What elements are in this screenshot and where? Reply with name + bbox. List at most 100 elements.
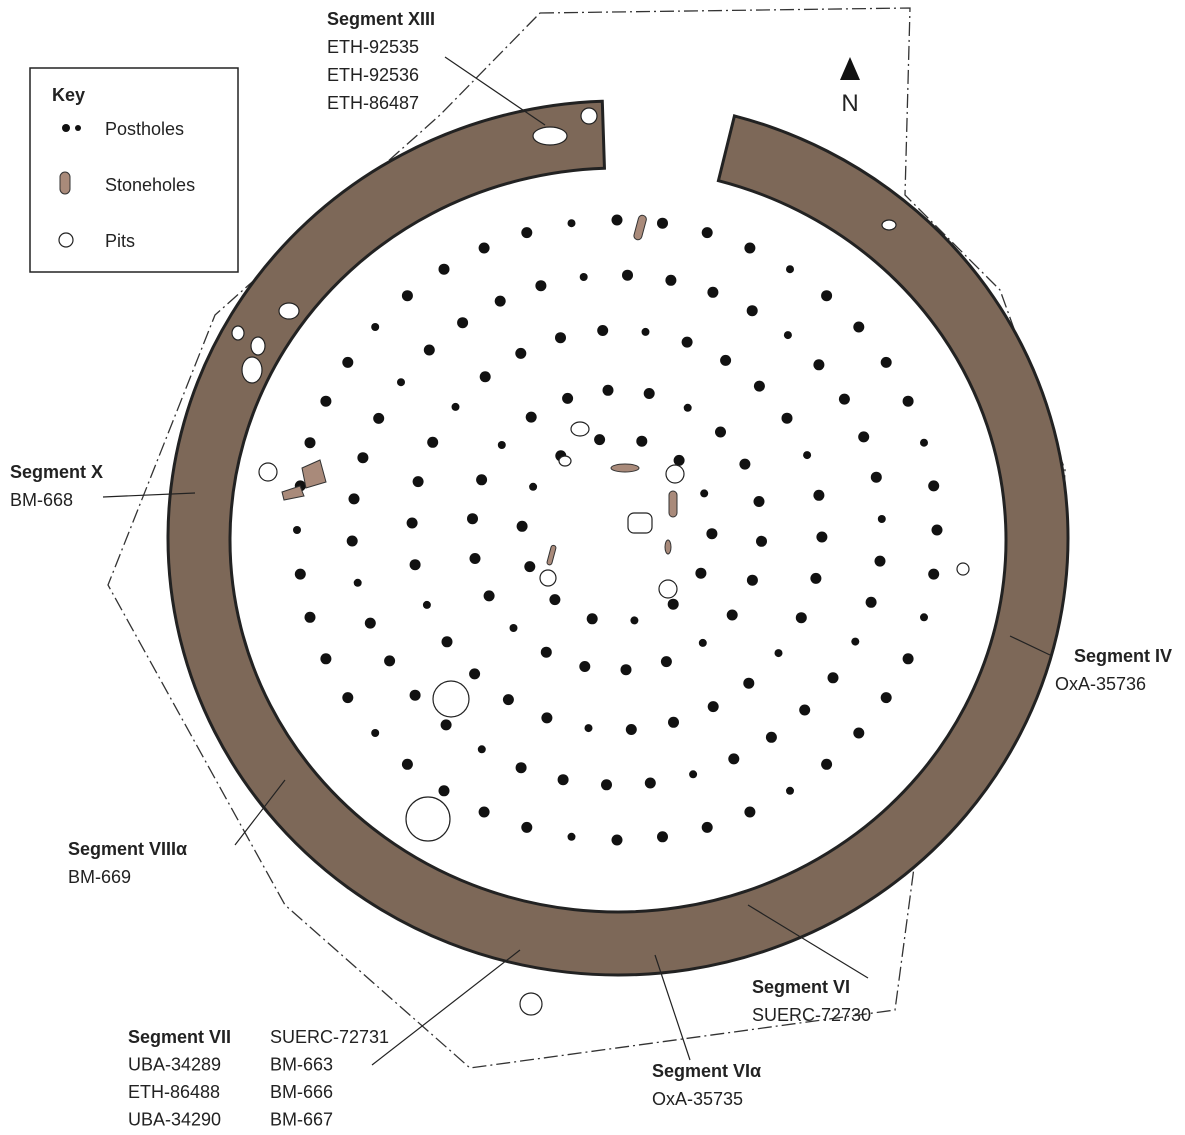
posthole <box>746 305 758 317</box>
segment-labels: Segment XIII ETH-92535 ETH-92536 ETH-86487 S… <box>10 9 1172 1130</box>
posthole <box>660 656 672 668</box>
posthole <box>720 354 732 366</box>
posthole <box>715 426 726 438</box>
posthole <box>681 336 693 348</box>
posthole <box>541 712 553 724</box>
posthole <box>409 689 421 701</box>
posthole <box>630 616 639 625</box>
posthole <box>813 489 825 501</box>
posthole <box>348 493 360 505</box>
segment-name: Segment X <box>10 462 103 482</box>
sample-code: ETH-92536 <box>327 65 419 85</box>
posthole <box>594 434 606 446</box>
posthole <box>555 332 566 344</box>
posthole <box>813 359 825 371</box>
posthole <box>401 290 413 302</box>
posthole <box>304 437 316 449</box>
posthole <box>602 384 614 396</box>
posthole <box>441 636 453 648</box>
posthole <box>494 295 506 307</box>
posthole <box>902 395 914 407</box>
postholes <box>293 214 943 846</box>
posthole <box>781 412 793 424</box>
posthole <box>524 561 536 573</box>
north-arrow <box>840 57 860 80</box>
enclosure-outline <box>107 7 1066 1069</box>
sample-code: BM-666 <box>270 1082 333 1102</box>
posthole <box>521 821 533 833</box>
posthole <box>516 520 528 532</box>
posthole <box>412 476 424 488</box>
posthole <box>667 598 679 610</box>
posthole <box>765 731 777 743</box>
posthole <box>880 356 892 368</box>
posthole <box>931 524 943 536</box>
posthole <box>622 269 633 281</box>
posthole <box>373 412 385 424</box>
posthole <box>467 513 478 525</box>
posthole <box>357 452 369 464</box>
posthole <box>853 727 865 739</box>
sample-code: BM-667 <box>270 1110 333 1130</box>
posthole <box>698 638 707 647</box>
posthole <box>440 719 452 731</box>
posthole <box>427 436 439 448</box>
posthole <box>586 613 598 625</box>
posthole <box>874 555 886 567</box>
sample-code: BM-663 <box>270 1055 333 1075</box>
posthole <box>783 331 792 340</box>
stoneholes <box>281 214 678 566</box>
posthole <box>700 489 709 498</box>
posthole <box>743 677 755 689</box>
key-item: Postholes <box>105 119 184 139</box>
posthole <box>707 701 719 713</box>
posthole <box>371 323 380 331</box>
posthole <box>535 280 547 292</box>
posthole <box>643 388 655 399</box>
sample-code: BM-669 <box>68 867 131 887</box>
posthole <box>293 526 301 534</box>
posthole <box>479 371 491 383</box>
posthole <box>597 325 609 336</box>
posthole <box>865 596 877 608</box>
posthole <box>701 821 713 833</box>
posthole <box>620 664 632 676</box>
segment-name: Segment XIII <box>327 9 435 29</box>
sample-code: OxA-35735 <box>652 1089 743 1109</box>
posthole <box>657 831 668 843</box>
posthole <box>858 431 870 443</box>
segment-name: Segment IV <box>1074 646 1172 666</box>
posthole <box>744 806 756 818</box>
posthole <box>567 219 576 228</box>
posthole <box>902 653 914 665</box>
posthole <box>753 496 765 507</box>
posthole <box>549 594 561 606</box>
posthole <box>816 531 828 543</box>
posthole <box>422 600 431 609</box>
posthole <box>657 217 668 229</box>
posthole <box>320 653 332 665</box>
posthole <box>515 762 527 774</box>
posthole <box>928 480 940 492</box>
posthole <box>803 451 812 460</box>
posthole <box>469 553 481 564</box>
sample-code: UBA-34290 <box>128 1110 221 1130</box>
posthole <box>562 392 574 404</box>
posthole <box>567 832 576 841</box>
posthole <box>397 378 405 387</box>
posthole <box>920 613 928 622</box>
posthole <box>683 403 692 412</box>
segment-name: Segment VII <box>128 1027 231 1047</box>
posthole <box>641 327 650 336</box>
posthole <box>920 438 928 447</box>
posthole <box>423 344 435 356</box>
posthole <box>880 692 892 704</box>
pits <box>231 107 970 1016</box>
posthole <box>515 347 527 359</box>
posthole <box>877 515 886 523</box>
posthole <box>870 471 882 483</box>
posthole <box>478 242 490 254</box>
posthole <box>673 454 685 466</box>
posthole <box>744 242 756 254</box>
